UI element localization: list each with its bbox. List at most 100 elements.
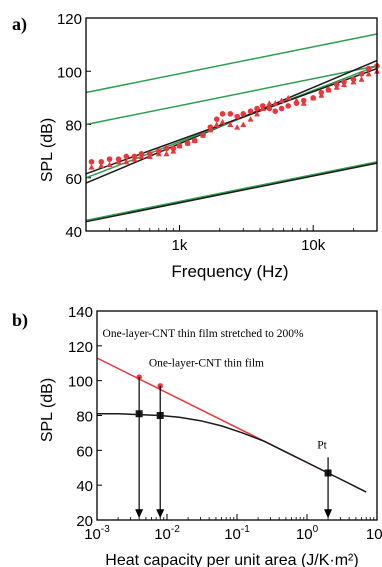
data-point [285,103,291,109]
panel-b-xlabel: Heat capacity per unit area (J/K·m²) [105,552,358,567]
y-tick-label: 80 [65,118,82,135]
panel-a-plot-area [85,33,380,223]
x-tick-label: 101 [366,524,382,543]
data-point [115,156,122,162]
data-point [176,143,183,149]
x-tick-base: 1k [172,237,188,254]
y-tick-label: 40 [76,478,93,495]
data-point [358,76,365,82]
data-point [106,161,113,167]
data-point [219,111,226,117]
data-point [184,140,191,146]
data-point [147,150,153,157]
y-tick-label: 20 [76,513,93,530]
data-point [278,97,285,104]
panel-b-frame [96,310,378,521]
data-point [138,150,145,157]
x-tick-label: 10-3 [84,524,110,543]
data-point [358,71,365,77]
data-point [365,70,372,77]
data-point [191,137,198,144]
y-tick-label: 100 [68,374,93,391]
data-point [207,124,214,130]
data-point [325,87,332,93]
panel-a-ylabel: SPL (dB) [39,118,56,182]
data-point [88,164,95,170]
arrow-head [156,509,165,519]
data-point [98,158,105,165]
x-tick-base: 10 [296,526,313,543]
panel-a-xlabel: Frequency (Hz) [171,262,288,281]
data-point [285,94,292,101]
y-tick-label: 120 [57,11,82,28]
x-tick-base: 10k [301,237,326,254]
data-point [131,153,138,160]
x-tick-exponent: -3 [101,524,110,535]
data-point [213,116,220,122]
data-point [227,111,234,117]
data-point [318,89,325,96]
data-point [341,79,347,85]
arrow-head [135,509,144,519]
data-point [310,95,316,101]
data-point [106,156,113,162]
data-point [247,116,254,122]
data-point [219,118,226,125]
data-point [293,100,300,106]
data-point [300,97,307,104]
panel-a-label: a) [12,14,27,35]
y-tick-label: 140 [68,304,93,321]
data-point [155,148,162,154]
x-tick-label: 1k [172,237,188,254]
data-point [227,121,234,127]
series-line [85,33,378,94]
data-point [260,103,266,109]
data-point [163,145,170,152]
series-line [85,161,378,222]
data-point [278,105,285,112]
x-tick-label: 10-2 [154,524,180,543]
x-tick-label: 10-1 [224,524,250,543]
panel-b: b) SPL (dB) Heat capacity per unit area … [12,304,382,567]
data-point [213,121,220,127]
data-point [170,145,177,152]
data-point [365,65,372,72]
panel-b-plot-area [96,357,367,519]
panel-b-label: b) [12,310,28,331]
panel-b-ylabel: SPL (dB) [39,378,56,442]
data-point [123,153,130,160]
x-tick-base: 10 [224,526,241,543]
x-tick-exponent: -1 [241,524,250,535]
x-tick-base: 10 [366,526,382,543]
panel-a-frame [85,17,378,232]
y-tick-label: 120 [68,339,93,356]
annotation-label: Pt [317,440,327,452]
data-point [333,81,340,88]
data-point [350,76,357,83]
data-point [200,132,206,138]
panel-b-annotations: One-layer-CNT thin film stretched to 200… [103,328,328,451]
data-point [88,158,95,165]
data-point [240,111,247,117]
arrow-head [324,509,333,519]
x-tick-exponent: 0 [313,524,319,535]
data-point [163,150,170,157]
y-tick-label: 40 [65,224,82,241]
x-tick-base: 10 [84,526,101,543]
data-point [234,124,241,130]
data-point [254,110,261,117]
panel-a: a) SPL (dB) Frequency (Hz) 40 60 80 100 120 1… [12,11,380,281]
y-tick-label: 60 [76,443,93,460]
data-point [98,162,105,169]
y-tick-label: 100 [57,64,82,81]
data-point [266,100,273,106]
y-tick-label: 80 [76,409,93,426]
series-line [85,162,378,223]
data-point [234,113,240,120]
x-tick-base: 10 [154,526,171,543]
y-tick-label: 60 [65,171,82,188]
data-point [272,108,279,114]
x-tick-label: 100 [296,524,319,543]
